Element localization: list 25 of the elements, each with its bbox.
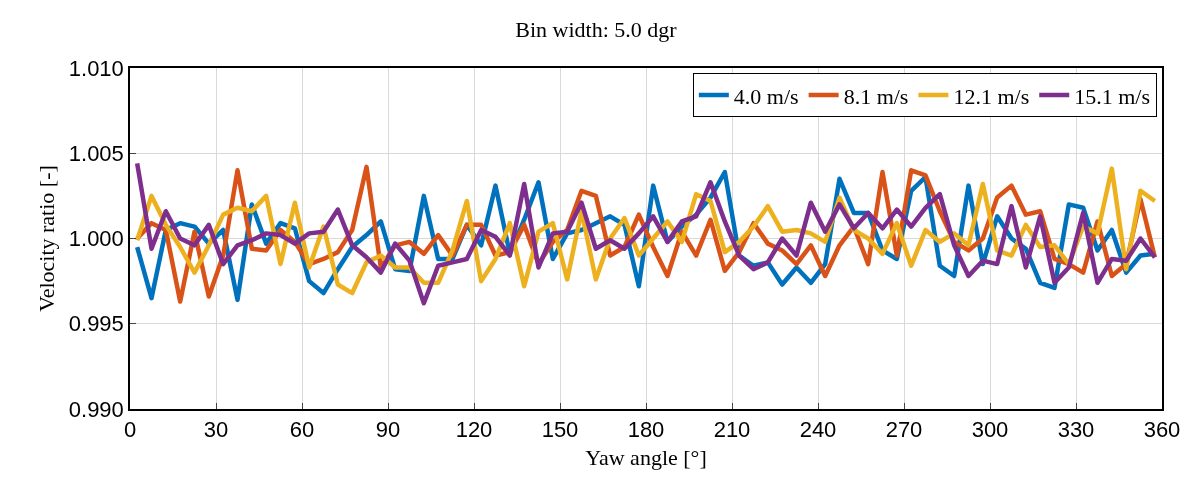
legend-label: 4.0 m/s: [733, 83, 799, 109]
x-tick-label: 90: [375, 417, 401, 443]
x-tick-label: 360: [1143, 417, 1181, 443]
x-tick-label: 120: [455, 417, 493, 443]
x-tick-label: 0: [123, 417, 137, 443]
x-tick-label: 270: [885, 417, 923, 443]
chart-title: Bin width: 5.0 dgr: [515, 17, 678, 43]
y-tick-label: 1.005: [68, 140, 124, 166]
x-tick-label: 60: [289, 417, 315, 443]
x-tick-label: 240: [799, 417, 837, 443]
y-axis-title: Velocity ratio [-]: [34, 165, 60, 312]
x-axis-title: Yaw angle [°]: [585, 444, 707, 470]
y-tick-label: 1.010: [68, 55, 124, 81]
y-tick-label: 0.995: [68, 311, 124, 337]
x-tick-label: 300: [971, 417, 1009, 443]
legend-label: 12.1 m/s: [953, 83, 1030, 109]
y-tick-label: 1.000: [68, 226, 124, 252]
x-tick-label: 30: [203, 417, 229, 443]
x-tick-label: 210: [713, 417, 751, 443]
legend-label: 8.1 m/s: [843, 83, 909, 109]
legend-label: 15.1 m/s: [1074, 83, 1151, 109]
x-tick-label: 330: [1057, 417, 1095, 443]
x-tick-label: 150: [541, 417, 579, 443]
x-tick-label: 180: [627, 417, 665, 443]
y-tick-label: 0.990: [68, 396, 124, 422]
